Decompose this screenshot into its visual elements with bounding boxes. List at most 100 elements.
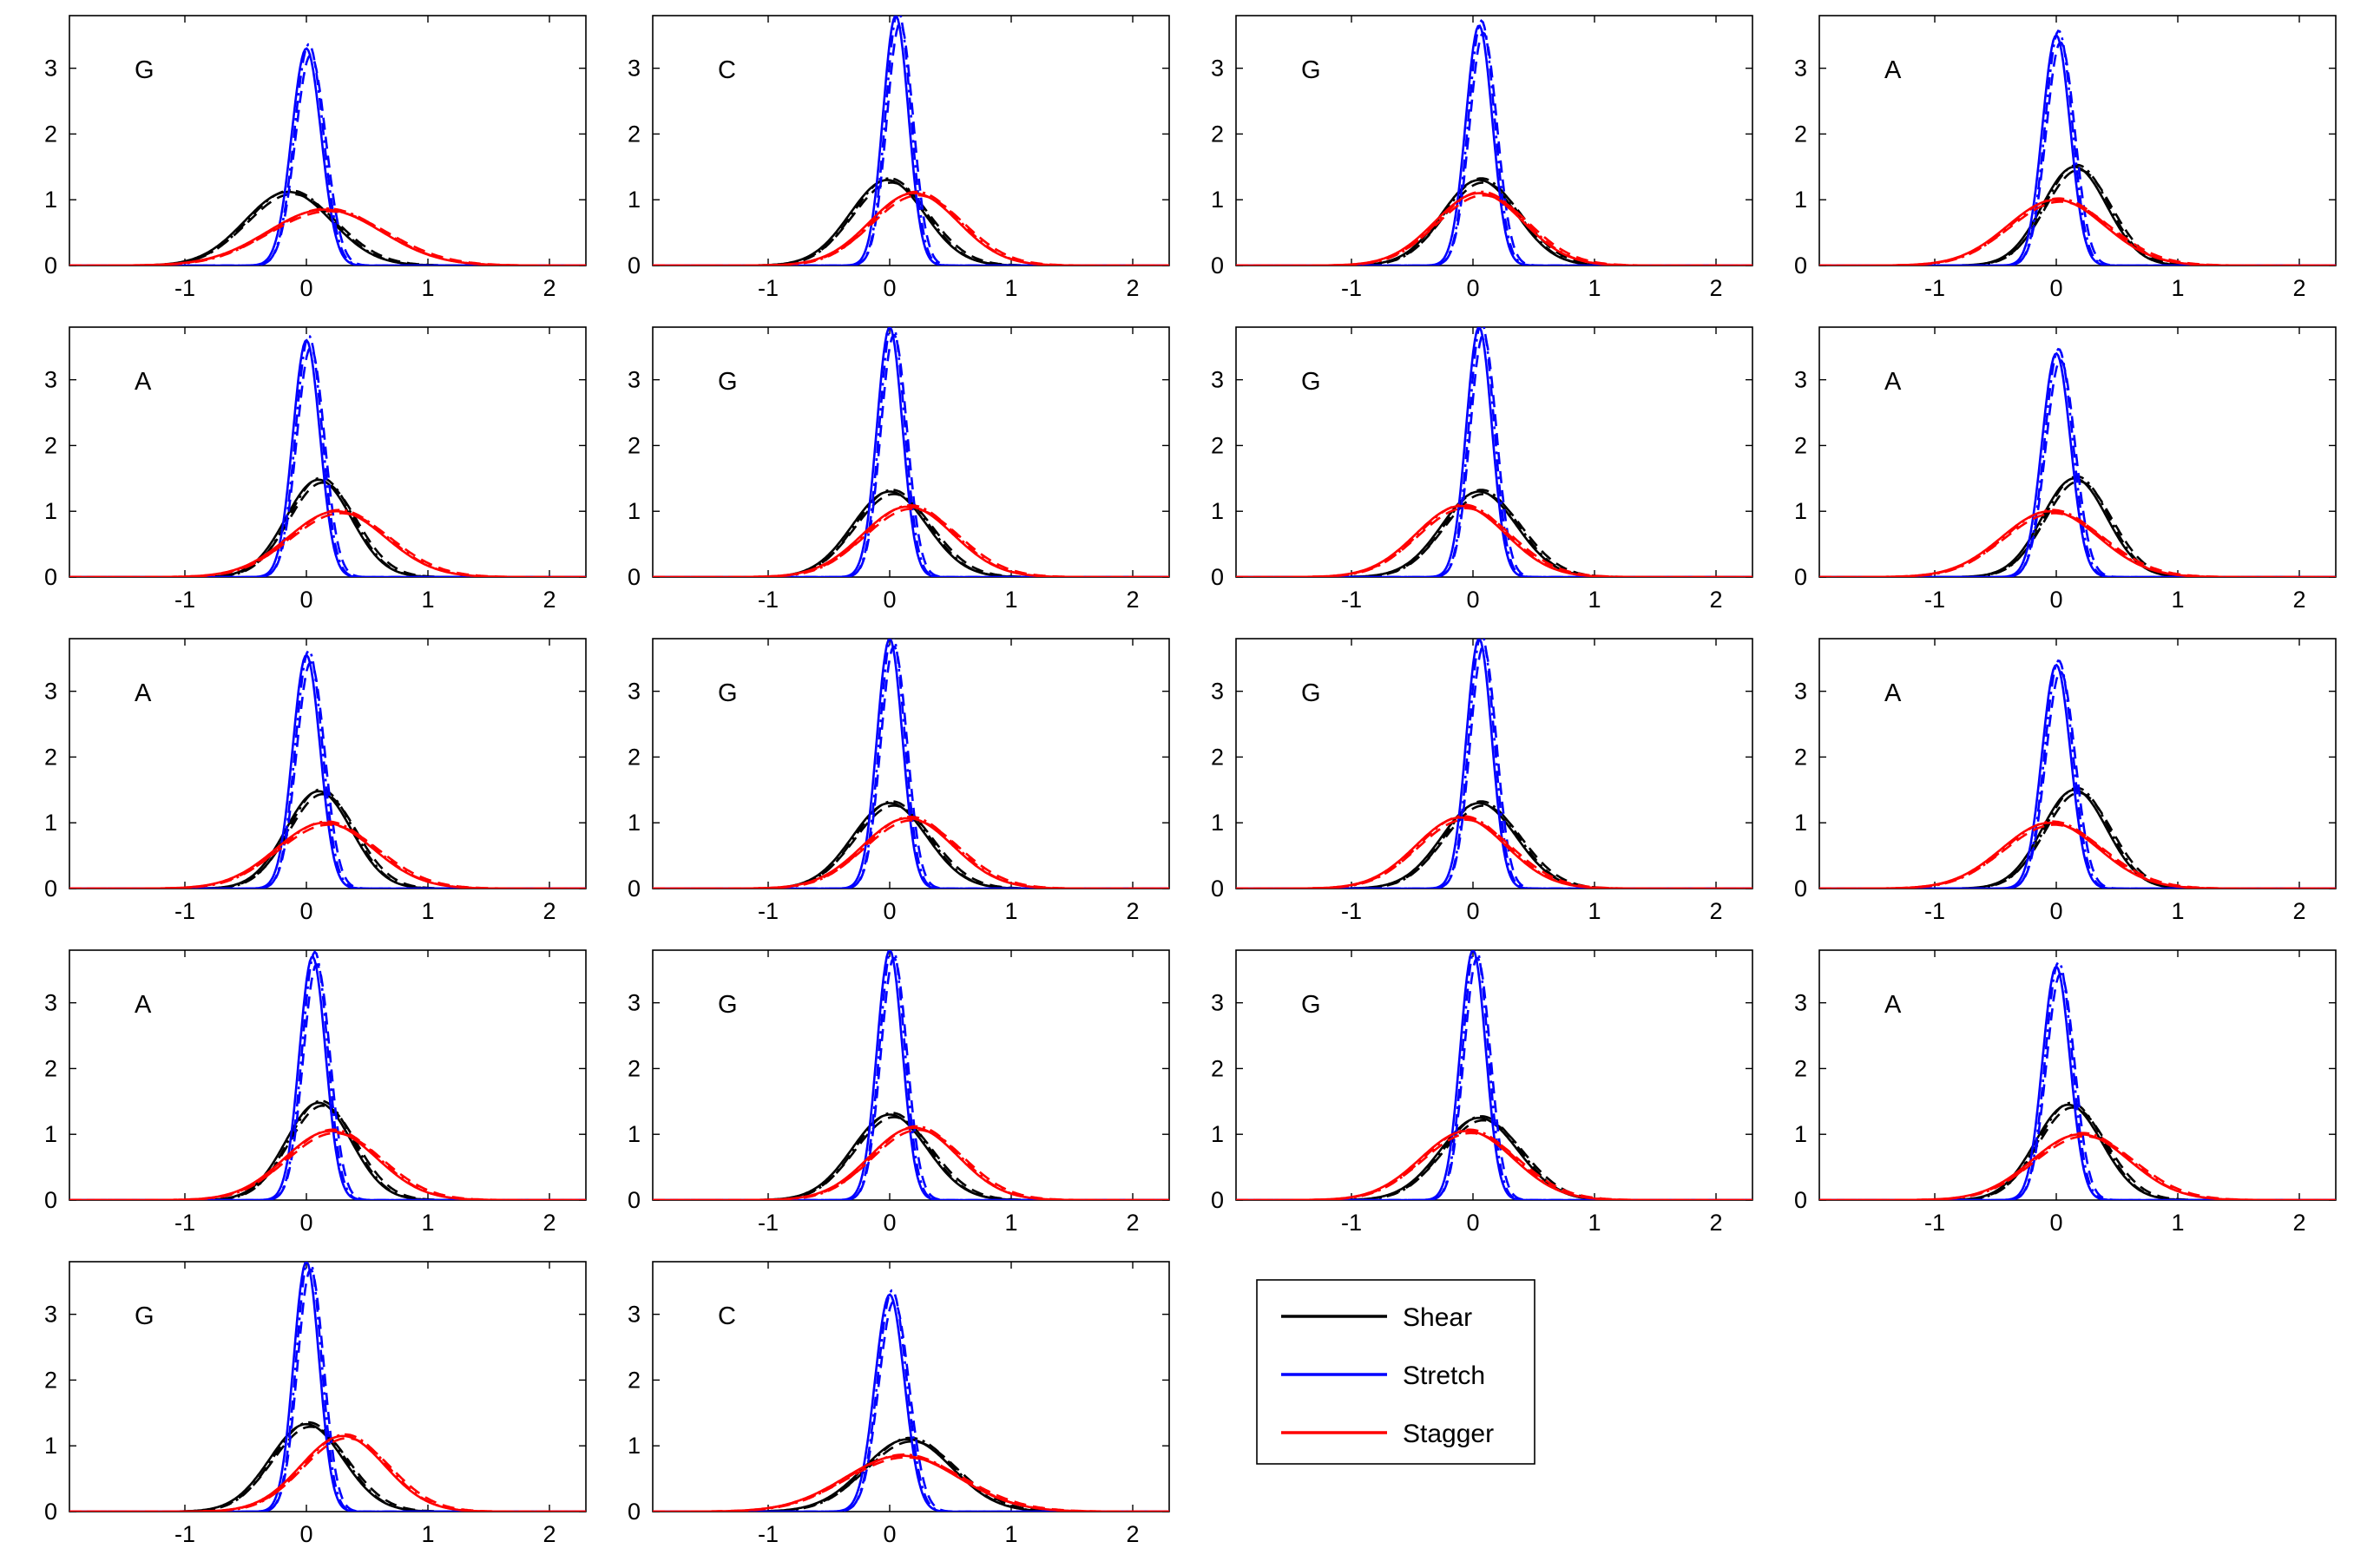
- y-tick-label: 3: [628, 990, 641, 1016]
- curve-shear-solid: [69, 478, 586, 577]
- x-tick-label: 2: [1709, 275, 1722, 301]
- panel-curves: [653, 16, 1169, 266]
- x-tick-label: 0: [883, 1521, 896, 1547]
- panel: -1 0 1 2 0 1 2 3 G: [44, 1261, 587, 1547]
- x-tick-label: -1: [1341, 898, 1362, 924]
- x-tick-label: 0: [299, 1210, 312, 1236]
- y-tick-label: 3: [1794, 367, 1807, 393]
- panel: -1 0 1 2 0 1 2 3 C: [628, 15, 1170, 301]
- curve-stretch-solid: [1819, 663, 2336, 889]
- curve-stretch-dash-dot: [69, 950, 586, 1200]
- curve-stagger-dash-dot: [1236, 190, 1752, 266]
- panel-axes-box: [652, 949, 1170, 1201]
- panel-axes-box: [1235, 949, 1753, 1201]
- y-tick-label: 1: [628, 187, 641, 213]
- legend: Shear Stretch Stagger: [1256, 1279, 1535, 1465]
- y-tick-label: 3: [1211, 56, 1224, 82]
- panel-curves: [69, 649, 586, 889]
- y-tick-label: 2: [1794, 1055, 1807, 1081]
- curve-stretch-dashed: [1236, 644, 1752, 889]
- x-tick-label: 0: [883, 275, 896, 301]
- y-tick-label: 1: [44, 1433, 57, 1459]
- y-tick-label: 1: [44, 1121, 57, 1147]
- x-tick-label: 2: [1126, 275, 1139, 301]
- y-tick-label: 2: [1794, 432, 1807, 458]
- y-tick-label: 1: [628, 1433, 641, 1459]
- y-tick-label: 1: [1211, 810, 1224, 836]
- curve-stagger-dash-dot: [1236, 503, 1752, 577]
- x-tick-label: 1: [2171, 275, 2184, 301]
- x-tick-label: 0: [299, 898, 312, 924]
- panel-label: G: [135, 1302, 155, 1330]
- curve-stagger-dashed: [653, 1128, 1169, 1200]
- curve-stagger-dash-dot: [1819, 820, 2336, 889]
- panel-curves: [653, 327, 1169, 577]
- panel: -1 0 1 2 0 1 2 3 G: [628, 949, 1170, 1236]
- y-tick-label: 0: [1211, 564, 1224, 590]
- x-tick-label: -1: [1341, 275, 1362, 301]
- panel: -1 0 1 2 0 1 2 3 A: [1794, 326, 2337, 613]
- x-tick-label: -1: [174, 587, 195, 613]
- x-tick-label: -1: [1924, 898, 1945, 924]
- y-tick-label: 0: [44, 876, 57, 902]
- x-tick-label: -1: [174, 1210, 195, 1236]
- panel-axes-box: [1818, 326, 2337, 578]
- x-tick-label: 1: [1004, 275, 1017, 301]
- x-tick-label: -1: [758, 275, 779, 301]
- y-tick-label: 2: [1211, 744, 1224, 770]
- x-tick-label: 2: [1126, 587, 1139, 613]
- x-tick-label: -1: [1341, 587, 1362, 613]
- y-tick-label: 1: [1794, 187, 1807, 213]
- x-tick-label: -1: [1924, 587, 1945, 613]
- curve-shear-solid: [69, 1101, 586, 1200]
- panel-curves: [1236, 327, 1752, 577]
- curve-stagger-dashed: [653, 194, 1169, 266]
- legend-entry: Stagger: [1281, 1420, 1494, 1448]
- curve-stretch-dashed: [1236, 332, 1752, 577]
- panel: -1 0 1 2 0 1 2 3 G: [628, 638, 1170, 924]
- x-tick-label: 0: [2049, 587, 2062, 613]
- panel-curves: [653, 1289, 1169, 1512]
- y-tick-label: 2: [44, 121, 57, 147]
- legend-label: Stagger: [1403, 1420, 1494, 1448]
- y-tick-label: 1: [628, 1121, 641, 1147]
- curve-stretch-solid: [1819, 351, 2336, 577]
- curve-stretch-solid: [1236, 950, 1752, 1200]
- y-tick-label: 1: [44, 810, 57, 836]
- panel: -1 0 1 2 0 1 2 3 C: [628, 1261, 1170, 1547]
- curve-stagger-dash-dot: [69, 207, 586, 266]
- curve-stagger-dash-dot: [69, 1128, 586, 1200]
- y-tick-label: 1: [1211, 1121, 1224, 1147]
- y-tick-label: 2: [1211, 1055, 1224, 1081]
- x-tick-label: 0: [1466, 587, 1479, 613]
- curve-stretch-dashed: [1819, 41, 2336, 266]
- panel-curves: [1236, 639, 1752, 889]
- x-tick-label: 1: [1588, 1210, 1601, 1236]
- x-tick-label: 1: [2171, 587, 2184, 613]
- x-tick-label: 2: [1709, 587, 1722, 613]
- y-tick-label: 2: [628, 1367, 641, 1393]
- curve-stretch-dash-dot: [653, 639, 1169, 889]
- curve-stretch-solid: [69, 653, 586, 889]
- panel-label: C: [718, 56, 736, 84]
- y-tick-label: 1: [1794, 1121, 1807, 1147]
- panel-label: A: [135, 991, 152, 1019]
- panel: -1 0 1 2 0 1 2 3 A: [1794, 949, 2337, 1236]
- x-tick-label: 1: [1588, 275, 1601, 301]
- panel-label: A: [135, 679, 152, 707]
- x-tick-label: 1: [1004, 898, 1017, 924]
- panel: -1 0 1 2 0 1 2 3 A: [1794, 15, 2337, 301]
- legend-entry: Shear: [1281, 1303, 1472, 1332]
- curve-shear-solid: [1819, 165, 2336, 266]
- x-tick-label: -1: [1341, 1210, 1362, 1236]
- legend-entry: Stretch: [1281, 1361, 1485, 1390]
- y-tick-label: 1: [44, 498, 57, 524]
- x-tick-label: 2: [1709, 898, 1722, 924]
- curve-stretch-solid: [653, 1293, 1169, 1512]
- x-tick-label: -1: [1924, 1210, 1945, 1236]
- x-tick-label: 1: [421, 1210, 434, 1236]
- y-tick-label: 2: [628, 744, 641, 770]
- y-tick-label: 1: [44, 187, 57, 213]
- curve-stagger-dash-dot: [653, 816, 1169, 889]
- curve-stretch-dash-dot: [1819, 29, 2336, 266]
